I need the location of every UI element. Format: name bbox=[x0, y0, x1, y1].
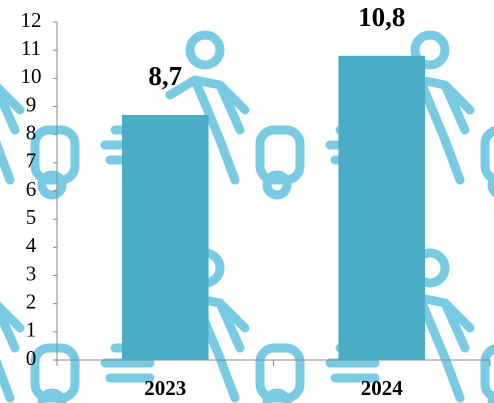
value-label: 8,7 bbox=[148, 61, 182, 91]
y-tick-label: 5 bbox=[26, 205, 37, 229]
bar bbox=[121, 114, 209, 360]
bar bbox=[338, 55, 426, 361]
y-tick-label: 3 bbox=[26, 261, 37, 285]
y-tick-label: 7 bbox=[26, 149, 37, 173]
y-tick-label: 12 bbox=[21, 8, 42, 32]
y-tick-label: 2 bbox=[26, 289, 37, 313]
y-tick-label: 6 bbox=[26, 177, 37, 201]
x-tick-label: 2023 bbox=[144, 376, 186, 400]
x-tick-label: 2024 bbox=[361, 376, 404, 400]
value-label: 10,8 bbox=[358, 2, 405, 32]
y-tick-label: 9 bbox=[26, 92, 37, 116]
y-tick-label: 8 bbox=[26, 120, 37, 144]
y-tick-label: 11 bbox=[21, 36, 41, 60]
y-tick-label: 0 bbox=[26, 346, 37, 370]
y-tick-label: 10 bbox=[21, 64, 42, 88]
y-tick-label: 4 bbox=[26, 233, 37, 257]
y-tick-label: 1 bbox=[26, 318, 37, 342]
